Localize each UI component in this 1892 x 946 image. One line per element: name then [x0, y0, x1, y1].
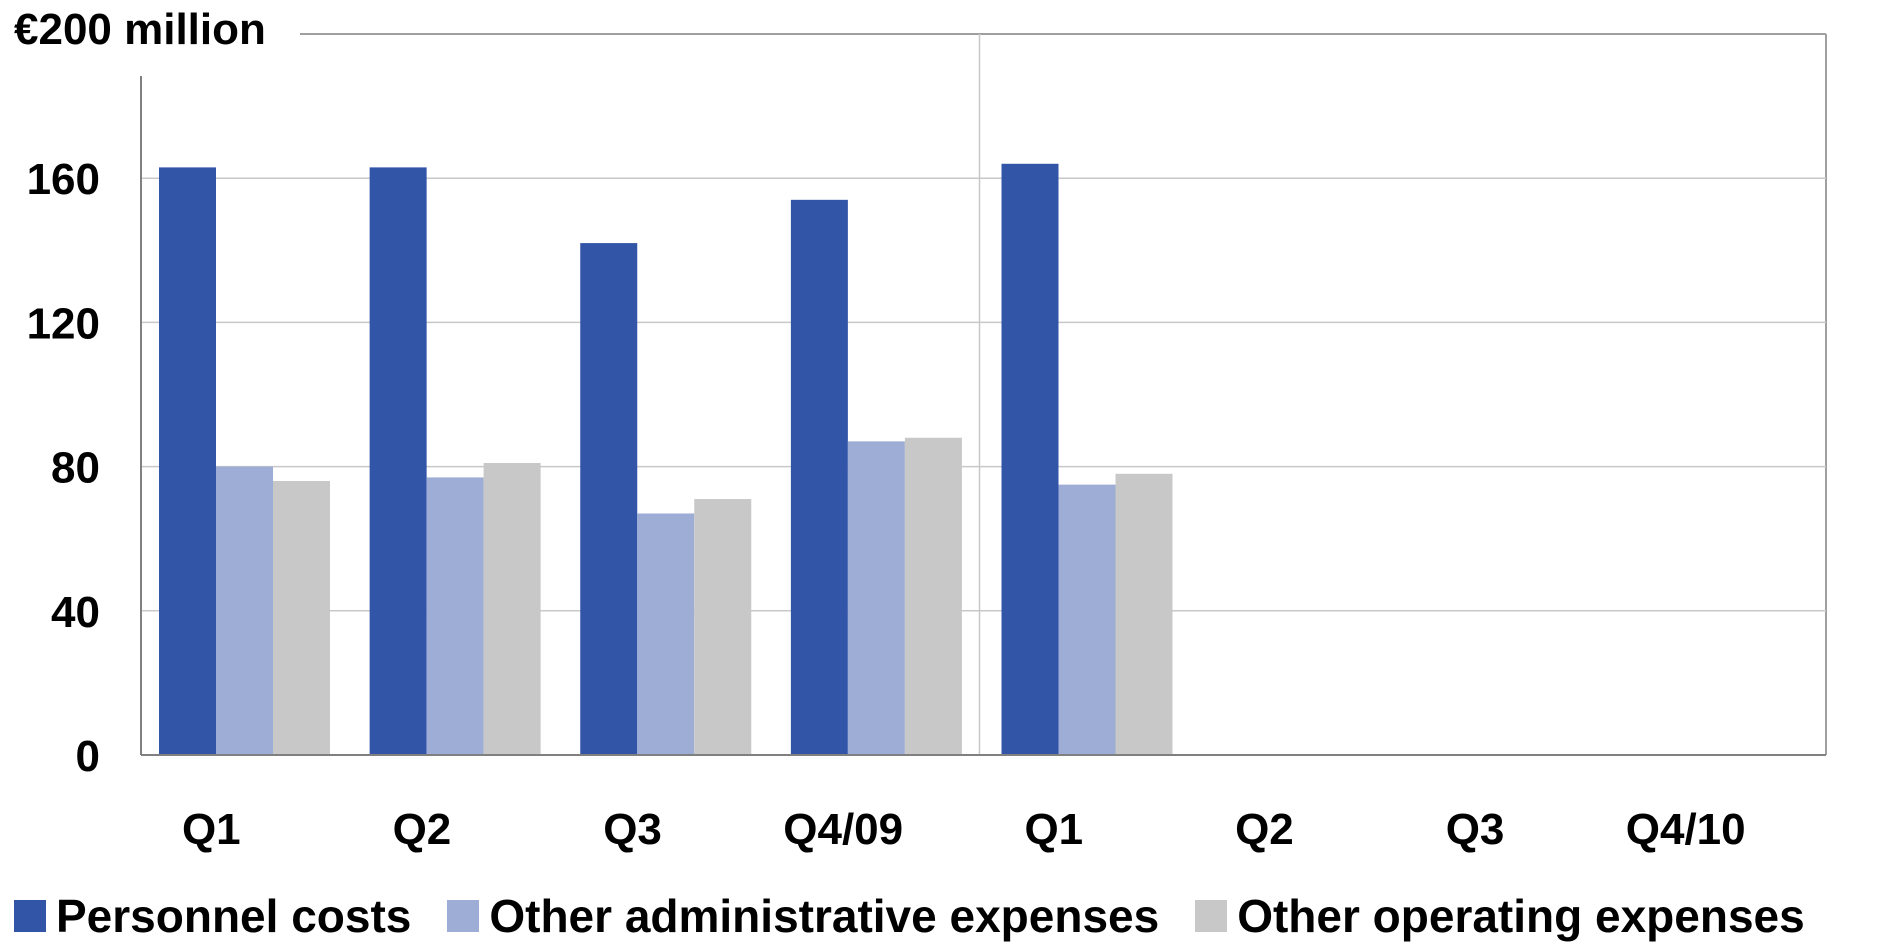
x-tick-label: Q2 — [393, 805, 452, 854]
y-tick-label: 40 — [51, 588, 100, 637]
x-tick-label: Q3 — [603, 805, 662, 854]
legend-item: Other operating expenses — [1195, 889, 1805, 943]
axes — [140, 76, 1826, 756]
legend: Personnel costs Other administrative expe… — [14, 890, 1841, 942]
legend-swatch — [447, 900, 480, 932]
legend-item: Other administrative expenses — [447, 889, 1159, 943]
y-tick-label: 0 — [76, 732, 100, 781]
x-tick-labels: Q1 Q2 Q3 Q4/09 Q1 Q2 Q3 Q4/10 — [182, 805, 1746, 854]
x-tick-label: Q1 — [182, 805, 241, 854]
legend-label: Other operating expenses — [1237, 890, 1805, 942]
legend-swatch — [1195, 900, 1228, 932]
bar-other-operating-expenses — [694, 499, 752, 755]
y-tick-label: 160 — [27, 155, 100, 204]
bar-other-administrative-expenses — [216, 466, 273, 755]
bar-personnel-costs — [159, 167, 216, 755]
bars — [159, 163, 1173, 755]
y-axis-label: €200 million — [14, 5, 266, 54]
legend-label: Other administrative expenses — [489, 890, 1160, 942]
x-tick-label: Q4/10 — [1626, 805, 1746, 854]
bar-personnel-costs — [790, 199, 848, 755]
legend-item: Personnel costs — [14, 889, 411, 943]
legend-swatch — [14, 900, 46, 932]
x-tick-label: Q1 — [1024, 805, 1083, 854]
bar-other-operating-expenses — [483, 462, 541, 755]
x-tick-label: Q3 — [1446, 805, 1505, 854]
bar-personnel-costs — [1001, 163, 1059, 755]
bar-other-operating-expenses — [1115, 473, 1173, 755]
y-tick-label: 80 — [51, 444, 100, 493]
y-tick-labels: 0 40 80 120 160 — [27, 155, 100, 781]
x-tick-label: Q2 — [1235, 805, 1294, 854]
x-tick-label: Q4/09 — [783, 805, 903, 854]
bar-other-administrative-expenses — [847, 441, 905, 755]
legend-label: Personnel costs — [56, 890, 412, 942]
bar-other-administrative-expenses — [426, 477, 484, 755]
bar-personnel-costs — [369, 167, 427, 755]
bar-personnel-costs — [580, 243, 638, 755]
bar-other-administrative-expenses — [1058, 484, 1116, 755]
y-tick-label: 120 — [27, 299, 100, 348]
bar-other-administrative-expenses — [637, 513, 695, 755]
bar-other-operating-expenses — [273, 481, 330, 755]
bar-other-operating-expenses — [904, 437, 962, 755]
